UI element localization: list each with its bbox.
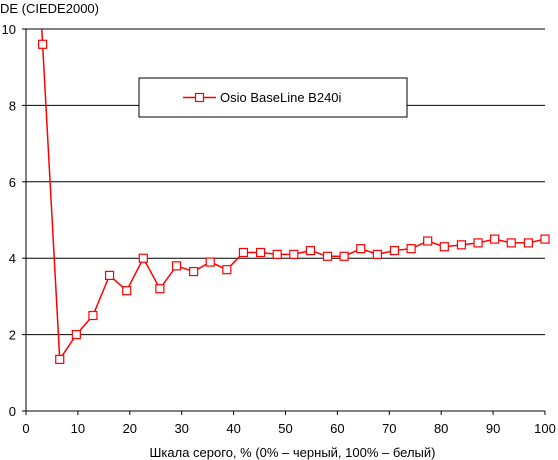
x-tick-label-90: 90 [486, 421, 500, 436]
x-tick-label-70: 70 [382, 421, 396, 436]
x-tick-label-10: 10 [71, 421, 85, 436]
data-point [238, 247, 249, 258]
data-point [423, 236, 433, 246]
data-point [406, 244, 416, 254]
data-point [490, 234, 500, 244]
data-point [456, 240, 467, 250]
data-point [155, 284, 165, 294]
x-axis-label: Шкала серого, % (0% – черный, 100% – бел… [150, 445, 436, 460]
data-point [356, 244, 366, 254]
data-point [205, 257, 215, 267]
data-point [506, 238, 516, 248]
legend-entry-label: Osio BaseLine B240i [220, 90, 342, 105]
data-point [540, 234, 550, 244]
data-point [322, 251, 333, 261]
y-tick-labels: 0 2 4 6 8 10 [2, 22, 16, 419]
data-point [104, 270, 115, 280]
series-0 [41, 29, 546, 362]
series-layer [38, 29, 550, 365]
data-point [389, 245, 400, 256]
x-tick-label-80: 80 [434, 421, 448, 436]
x-tick-label-60: 60 [330, 421, 344, 436]
x-tick-label-40: 40 [226, 421, 240, 436]
y-tick-label-8: 8 [9, 98, 16, 113]
data-point [88, 310, 98, 321]
data-point [339, 251, 349, 261]
data-point [272, 249, 282, 259]
data-point [305, 245, 316, 256]
axes [22, 28, 546, 415]
x-tick-label-50: 50 [278, 421, 292, 436]
x-tick-label-0: 0 [22, 421, 29, 436]
y-tick-label-10: 10 [2, 22, 16, 37]
x-tick-label-30: 30 [174, 421, 188, 436]
y-tick-label-2: 2 [9, 328, 16, 343]
y-tick-label-6: 6 [9, 175, 16, 190]
data-point [55, 354, 65, 365]
data-point [38, 39, 48, 49]
data-point [189, 266, 199, 277]
data-point [473, 238, 483, 248]
data-point [255, 247, 266, 258]
grid [26, 28, 545, 336]
legend: Osio BaseLine B240i [138, 77, 408, 118]
data-point [372, 249, 382, 259]
series-line [41, 29, 546, 362]
x-tick-label-20: 20 [123, 421, 137, 436]
data-point [122, 286, 132, 296]
x-tick-label-100: 100 [534, 421, 556, 436]
data-point [222, 265, 232, 275]
data-point [439, 242, 449, 252]
data-point [523, 238, 533, 248]
data-point [71, 330, 81, 340]
legend-marker [194, 92, 205, 103]
y-tick-label-0: 0 [9, 404, 16, 419]
y-axis-label: DE (CIEDE2000) [0, 1, 99, 16]
data-point [289, 249, 299, 259]
data-point [171, 261, 182, 271]
data-point [138, 253, 148, 263]
y-tick-label-4: 4 [9, 251, 16, 266]
x-tick-labels: 0 10 20 30 40 50 60 70 80 90 100 [22, 421, 555, 436]
